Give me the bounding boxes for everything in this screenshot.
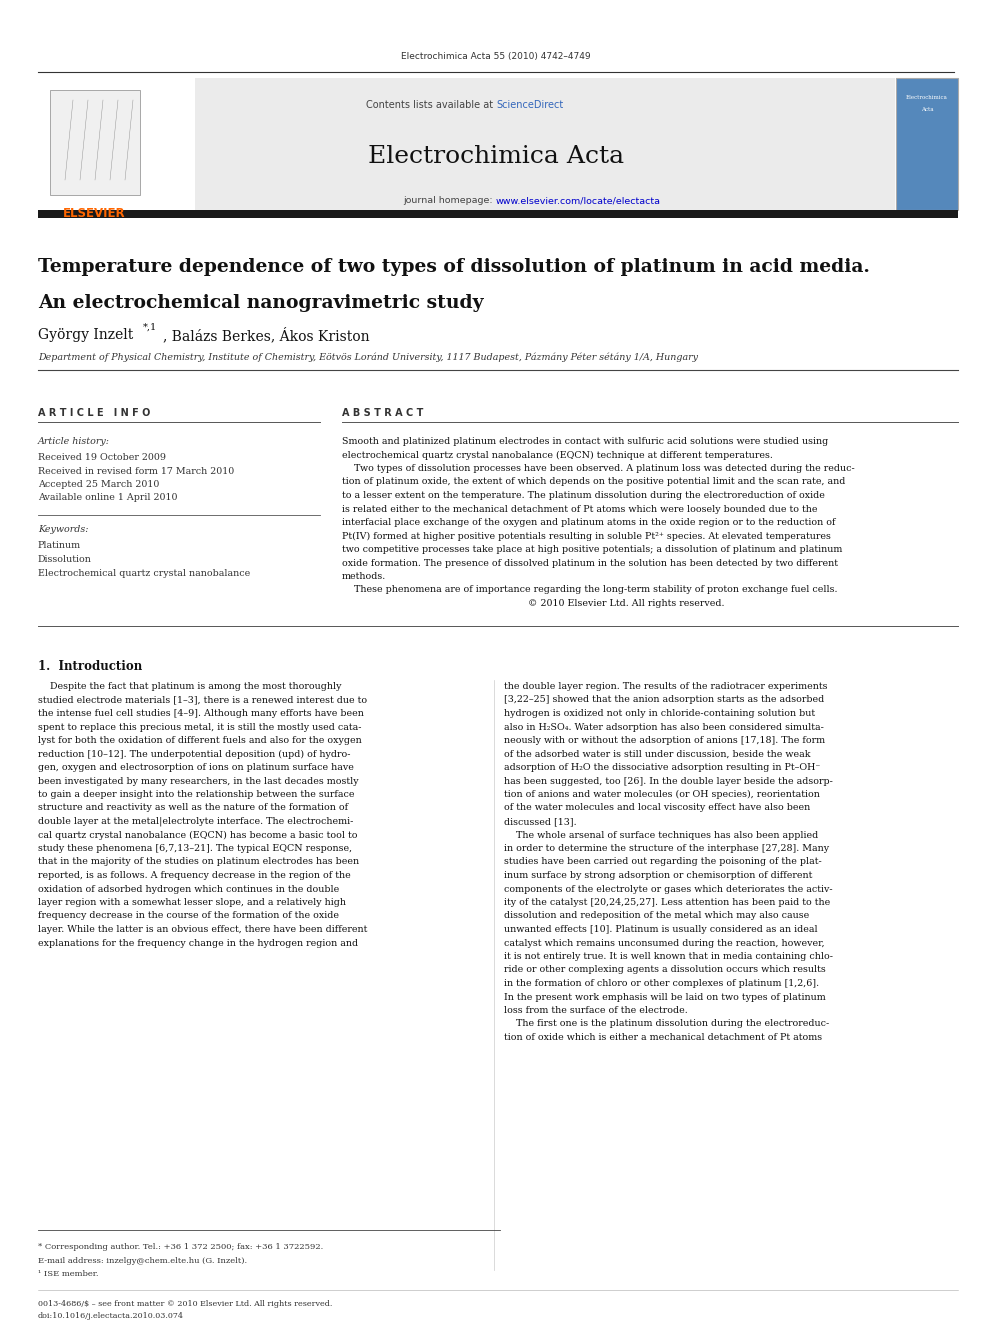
Text: double layer at the metal|electrolyte interface. The electrochemi-: double layer at the metal|electrolyte in… [38, 818, 353, 827]
Text: unwanted effects [10]. Platinum is usually considered as an ideal: unwanted effects [10]. Platinum is usual… [504, 925, 817, 934]
Text: oxidation of adsorbed hydrogen which continues in the double: oxidation of adsorbed hydrogen which con… [38, 885, 339, 893]
Text: The first one is the platinum dissolution during the electroreduc-: The first one is the platinum dissolutio… [504, 1020, 829, 1028]
Text: tion of oxide which is either a mechanical detachment of Pt atoms: tion of oxide which is either a mechanic… [504, 1033, 822, 1043]
Text: *,1: *,1 [143, 323, 158, 332]
Text: dissolution and redeposition of the metal which may also cause: dissolution and redeposition of the meta… [504, 912, 809, 921]
Text: in the formation of chloro or other complexes of platinum [1,2,6].: in the formation of chloro or other comp… [504, 979, 819, 988]
Text: Department of Physical Chemistry, Institute of Chemistry, Eötvös Loránd Universi: Department of Physical Chemistry, Instit… [38, 353, 698, 363]
Text: A B S T R A C T: A B S T R A C T [342, 407, 424, 418]
Text: studied electrode materials [1–3], there is a renewed interest due to: studied electrode materials [1–3], there… [38, 696, 367, 705]
Text: ity of the catalyst [20,24,25,27]. Less attention has been paid to the: ity of the catalyst [20,24,25,27]. Less … [504, 898, 830, 908]
Text: also in H₂SO₄. Water adsorption has also been considered simulta-: also in H₂SO₄. Water adsorption has also… [504, 722, 824, 732]
Text: tion of anions and water molecules (or OH species), reorientation: tion of anions and water molecules (or O… [504, 790, 819, 799]
Text: Smooth and platinized platinum electrodes in contact with sulfuric acid solution: Smooth and platinized platinum electrode… [342, 437, 828, 446]
Text: of the adsorbed water is still under discussion, beside the weak: of the adsorbed water is still under dis… [504, 750, 810, 758]
Text: Received in revised form 17 March 2010: Received in revised form 17 March 2010 [38, 467, 234, 475]
Bar [38, 78, 195, 210]
Text: , Balázs Berkes, Ákos Kriston: , Balázs Berkes, Ákos Kriston [163, 328, 370, 344]
Text: interfacial place exchange of the oxygen and platinum atoms in the oxide region : interfacial place exchange of the oxygen… [342, 519, 835, 527]
Text: discussed [13].: discussed [13]. [504, 818, 576, 826]
Text: Electrochemical quartz crystal nanobalance: Electrochemical quartz crystal nanobalan… [38, 569, 250, 578]
Text: In the present work emphasis will be laid on two types of platinum: In the present work emphasis will be lai… [504, 992, 825, 1002]
Text: The whole arsenal of surface techniques has also been applied: The whole arsenal of surface techniques … [504, 831, 818, 840]
Text: has been suggested, too [26]. In the double layer beside the adsorp-: has been suggested, too [26]. In the dou… [504, 777, 833, 786]
Text: catalyst which remains unconsumed during the reaction, however,: catalyst which remains unconsumed during… [504, 938, 824, 947]
Text: Electrochimica Acta 55 (2010) 4742–4749: Electrochimica Acta 55 (2010) 4742–4749 [401, 52, 591, 61]
Text: ¹ ISE member.: ¹ ISE member. [38, 1270, 98, 1278]
Text: An electrochemical nanogravimetric study: An electrochemical nanogravimetric study [38, 294, 484, 312]
Text: © 2010 Elsevier Ltd. All rights reserved.: © 2010 Elsevier Ltd. All rights reserved… [342, 599, 724, 609]
Text: layer. While the latter is an obvious effect, there have been different: layer. While the latter is an obvious ef… [38, 925, 367, 934]
Text: Keywords:: Keywords: [38, 525, 88, 534]
Text: doi:10.1016/j.electacta.2010.03.074: doi:10.1016/j.electacta.2010.03.074 [38, 1312, 184, 1320]
Text: the double layer region. The results of the radiotracer experiments: the double layer region. The results of … [504, 681, 827, 691]
Text: reported, is as follows. A frequency decrease in the region of the: reported, is as follows. A frequency dec… [38, 871, 351, 880]
Text: [3,22–25] showed that the anion adsorption starts as the adsorbed: [3,22–25] showed that the anion adsorpti… [504, 696, 824, 705]
Text: studies have been carried out regarding the poisoning of the plat-: studies have been carried out regarding … [504, 857, 821, 867]
Text: Acta: Acta [921, 107, 933, 112]
Text: neously with or without the adsorption of anions [17,18]. The form: neously with or without the adsorption o… [504, 736, 825, 745]
Text: lyst for both the oxidation of different fuels and also for the oxygen: lyst for both the oxidation of different… [38, 736, 362, 745]
Bar [38, 210, 958, 218]
Text: ELSEVIER: ELSEVIER [62, 206, 125, 220]
Text: spent to replace this precious metal, it is still the mostly used cata-: spent to replace this precious metal, it… [38, 722, 361, 732]
Text: hydrogen is oxidized not only in chloride-containing solution but: hydrogen is oxidized not only in chlorid… [504, 709, 815, 718]
Text: A R T I C L E   I N F O: A R T I C L E I N F O [38, 407, 151, 418]
Text: gen, oxygen and electrosorption of ions on platinum surface have: gen, oxygen and electrosorption of ions … [38, 763, 354, 773]
Text: adsorption of H₂O the dissociative adsorption resulting in Pt–OH⁻: adsorption of H₂O the dissociative adsor… [504, 763, 820, 773]
Text: Two types of dissolution processes have been observed. A platinum loss was detec: Two types of dissolution processes have … [342, 464, 855, 474]
Bar [195, 78, 895, 210]
Text: Accepted 25 March 2010: Accepted 25 March 2010 [38, 480, 160, 490]
Text: journal homepage:: journal homepage: [404, 196, 496, 205]
Text: Contents lists available at: Contents lists available at [366, 101, 496, 110]
Text: to gain a deeper insight into the relationship between the surface: to gain a deeper insight into the relati… [38, 790, 354, 799]
Text: Received 19 October 2009: Received 19 October 2009 [38, 452, 166, 462]
Text: 1.  Introduction: 1. Introduction [38, 660, 142, 673]
Text: Platinum: Platinum [38, 541, 81, 550]
Text: inum surface by strong adsorption or chemisorption of different: inum surface by strong adsorption or che… [504, 871, 812, 880]
Text: reduction [10–12]. The underpotential deposition (upd) of hydro-: reduction [10–12]. The underpotential de… [38, 750, 350, 758]
Text: layer region with a somewhat lesser slope, and a relatively high: layer region with a somewhat lesser slop… [38, 898, 346, 908]
Text: electrochemical quartz crystal nanobalance (EQCN) technique at different tempera: electrochemical quartz crystal nanobalan… [342, 451, 773, 459]
Text: Electrochimica Acta: Electrochimica Acta [368, 146, 624, 168]
Text: Temperature dependence of two types of dissolution of platinum in acid media.: Temperature dependence of two types of d… [38, 258, 870, 277]
Text: Article history:: Article history: [38, 437, 110, 446]
Text: Electrochimica: Electrochimica [906, 95, 948, 101]
Text: 0013-4686/$ – see front matter © 2010 Elsevier Ltd. All rights reserved.: 0013-4686/$ – see front matter © 2010 El… [38, 1301, 332, 1308]
Text: methods.: methods. [342, 572, 386, 581]
Text: that in the majority of the studies on platinum electrodes has been: that in the majority of the studies on p… [38, 857, 359, 867]
Text: Dissolution: Dissolution [38, 556, 92, 564]
Text: structure and reactivity as well as the nature of the formation of: structure and reactivity as well as the … [38, 803, 348, 812]
Text: These phenomena are of importance regarding the long-term stability of proton ex: These phenomena are of importance regard… [342, 586, 837, 594]
Text: ScienceDirect: ScienceDirect [496, 101, 563, 110]
Text: the intense fuel cell studies [4–9]. Although many efforts have been: the intense fuel cell studies [4–9]. Alt… [38, 709, 364, 718]
Text: oxide formation. The presence of dissolved platinum in the solution has been det: oxide formation. The presence of dissolv… [342, 558, 838, 568]
Text: cal quartz crystal nanobalance (EQCN) has become a basic tool to: cal quartz crystal nanobalance (EQCN) ha… [38, 831, 357, 840]
Text: been investigated by many researchers, in the last decades mostly: been investigated by many researchers, i… [38, 777, 359, 786]
Text: E-mail address: inzelgy@chem.elte.hu (G. Inzelt).: E-mail address: inzelgy@chem.elte.hu (G.… [38, 1257, 247, 1265]
Text: it is not entirely true. It is well known that in media containing chlo-: it is not entirely true. It is well know… [504, 953, 833, 960]
Text: in order to determine the structure of the interphase [27,28]. Many: in order to determine the structure of t… [504, 844, 829, 853]
Text: loss from the surface of the electrode.: loss from the surface of the electrode. [504, 1005, 687, 1015]
Bar [50, 90, 140, 194]
Text: explanations for the frequency change in the hydrogen region and: explanations for the frequency change in… [38, 938, 358, 947]
Text: study these phenomena [6,7,13–21]. The typical EQCN response,: study these phenomena [6,7,13–21]. The t… [38, 844, 352, 853]
Text: Available online 1 April 2010: Available online 1 April 2010 [38, 493, 178, 503]
Text: tion of platinum oxide, the extent of which depends on the positive potential li: tion of platinum oxide, the extent of wh… [342, 478, 845, 487]
Text: of the water molecules and local viscosity effect have also been: of the water molecules and local viscosi… [504, 803, 810, 812]
Text: is related either to the mechanical detachment of Pt atoms which were loosely bo: is related either to the mechanical deta… [342, 504, 817, 513]
Text: * Corresponding author. Tel.: +36 1 372 2500; fax: +36 1 3722592.: * Corresponding author. Tel.: +36 1 372 … [38, 1244, 323, 1252]
Text: components of the electrolyte or gases which deteriorates the activ-: components of the electrolyte or gases w… [504, 885, 832, 893]
Text: www.elsevier.com/locate/electacta: www.elsevier.com/locate/electacta [496, 196, 661, 205]
Text: György Inzelt: György Inzelt [38, 328, 133, 343]
Text: to a lesser extent on the temperature. The platinum dissolution during the elect: to a lesser extent on the temperature. T… [342, 491, 825, 500]
Text: Pt(IV) formed at higher positive potentials resulting in soluble Pt²⁺ species. A: Pt(IV) formed at higher positive potenti… [342, 532, 831, 541]
Text: ride or other complexing agents a dissolution occurs which results: ride or other complexing agents a dissol… [504, 966, 825, 975]
Text: Despite the fact that platinum is among the most thoroughly: Despite the fact that platinum is among … [38, 681, 341, 691]
Text: two competitive processes take place at high positive potentials; a dissolution : two competitive processes take place at … [342, 545, 842, 554]
Bar [896, 78, 958, 210]
Text: frequency decrease in the course of the formation of the oxide: frequency decrease in the course of the … [38, 912, 339, 921]
